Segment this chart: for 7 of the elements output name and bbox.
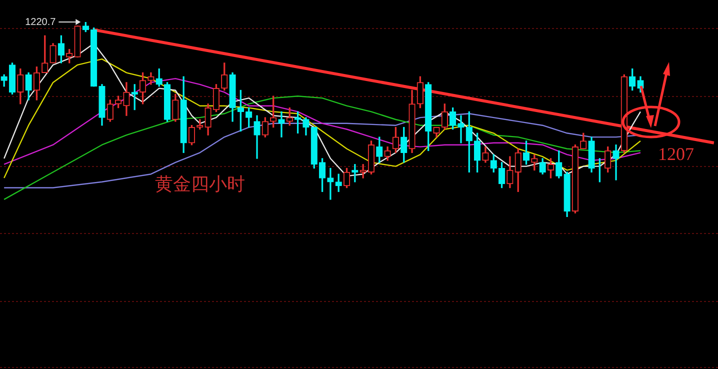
text: 黄金四小时 bbox=[155, 174, 245, 194]
candlestick bbox=[327, 168, 334, 200]
candlestick bbox=[278, 111, 285, 138]
candlestick bbox=[458, 115, 464, 144]
annotation: 1207 bbox=[658, 144, 694, 164]
candlestick bbox=[612, 144, 620, 180]
annotation: 1220.7 bbox=[25, 16, 56, 28]
